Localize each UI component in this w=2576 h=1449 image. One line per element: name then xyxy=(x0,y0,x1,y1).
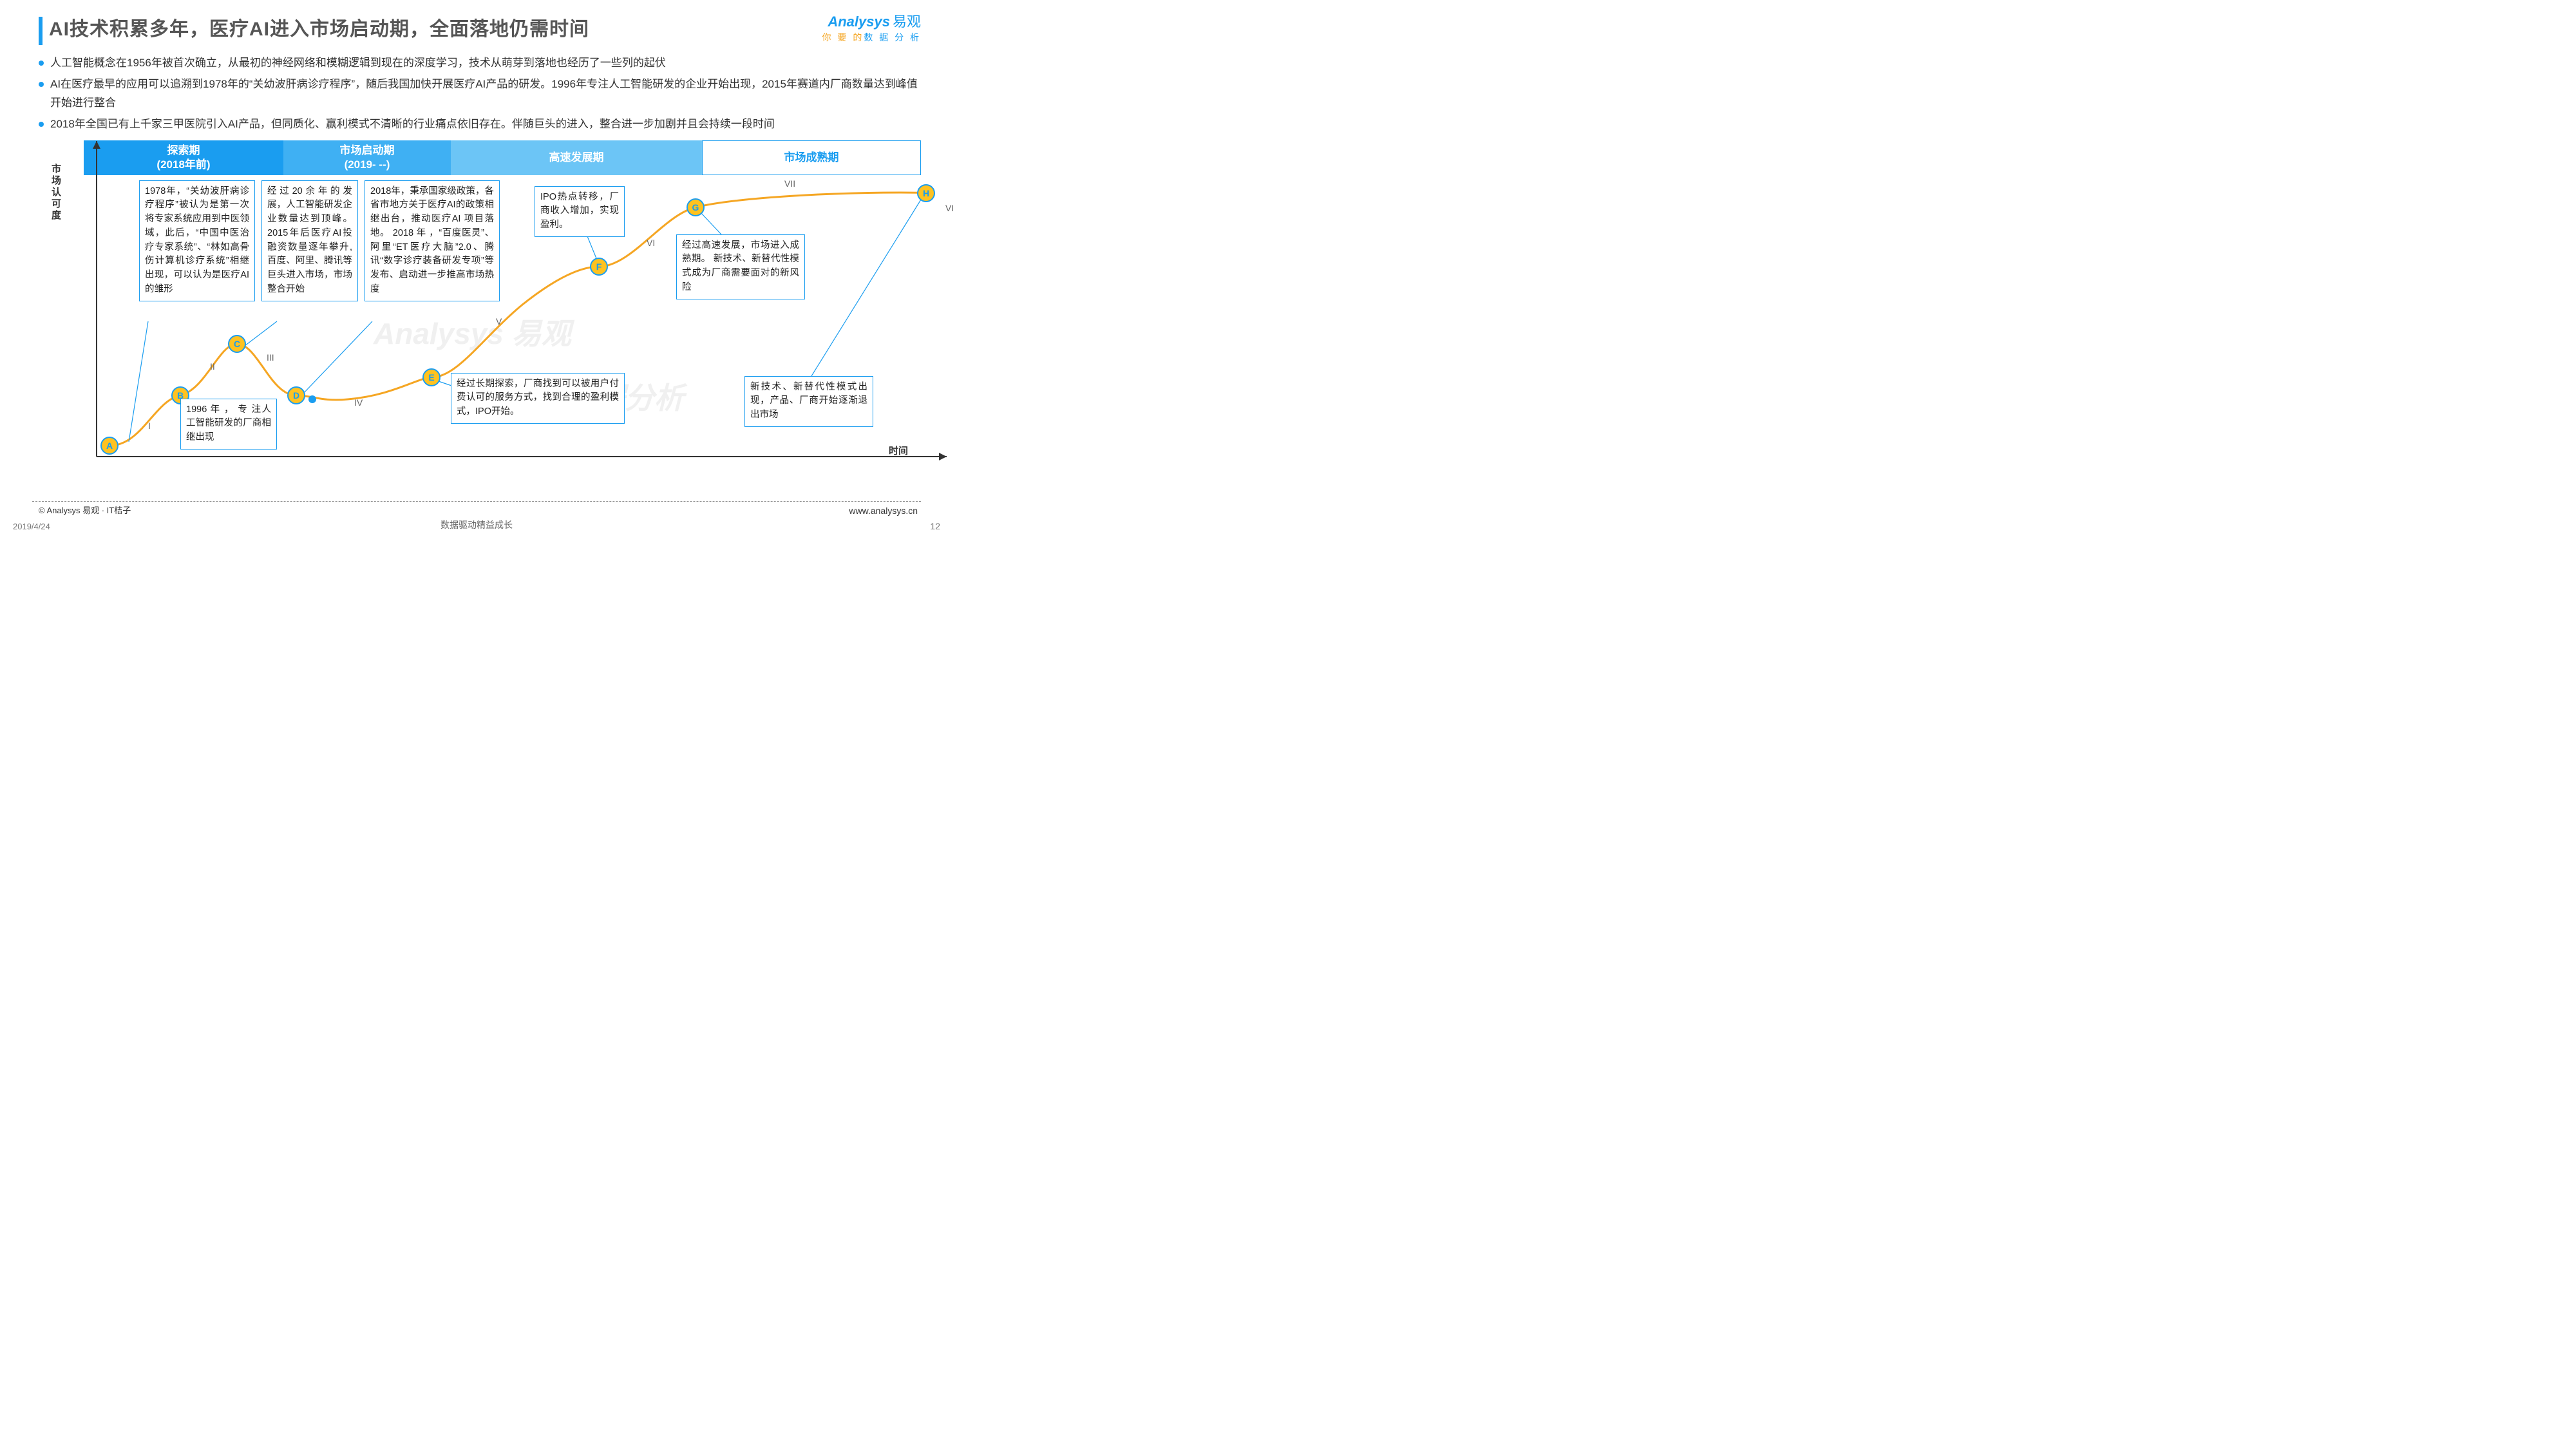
node-label-G: G xyxy=(692,202,699,213)
bullet-item: 2018年全国已有上千家三甲医院引入AI产品，但同质化、赢利模式不清晰的行业痛点… xyxy=(39,115,921,134)
segment-label: IV xyxy=(354,397,363,408)
callout-box: 经过长期探索，厂商找到可以被用户付费认可的服务方式，找到合理的盈利模式，IPO开… xyxy=(451,373,625,424)
logo-tag-orange: 你 要 的 xyxy=(822,32,864,43)
y-axis-label: 市场认可度 xyxy=(52,164,62,222)
bullet-text: 人工智能概念在1956年被首次确立，从最初的神经网络和模糊逻辑到现在的深度学习，… xyxy=(50,54,666,73)
callout-box: IPO热点转移，厂商收入增加，实现盈利。 xyxy=(535,186,625,237)
bullet-text: 2018年全国已有上千家三甲医院引入AI产品，但同质化、赢利模式不清晰的行业痛点… xyxy=(50,115,775,134)
bullet-list: 人工智能概念在1956年被首次确立，从最初的神经网络和模糊逻辑到现在的深度学习，… xyxy=(39,54,921,134)
callout-leader xyxy=(242,321,277,348)
segment-label: I xyxy=(148,421,151,431)
node-label-C: C xyxy=(234,339,240,349)
segment-label: VII xyxy=(784,178,795,189)
callout-leader xyxy=(303,321,372,394)
node-label-H: H xyxy=(923,188,929,198)
bullet-dot-icon xyxy=(39,122,44,127)
callout-box: 新技术、新替代性模式出现，产品、厂商开始逐渐退出市场 xyxy=(744,376,873,427)
watermark: Analysys 易观 xyxy=(373,317,575,350)
footer-center: 数据驱动精益成长 xyxy=(440,518,513,531)
bullet-dot-icon xyxy=(39,82,44,87)
timeline-chart: 市场认可度 时间 探索期(2018年前)市场启动期(2019- --)高速发展期… xyxy=(39,138,921,473)
callout-leader xyxy=(586,233,598,261)
segment-label: VIII xyxy=(945,203,953,213)
copyright: © Analysys 易观 · IT桔子 xyxy=(39,504,131,516)
node-label-E: E xyxy=(428,372,434,383)
segment-label: III xyxy=(267,352,274,363)
logo-cn: 易观 xyxy=(893,14,921,30)
segment-label: VI xyxy=(647,238,655,248)
callout-box: 1996 年 ， 专 注人工智能研发的厂商相继出现 xyxy=(180,399,277,450)
segment-label: II xyxy=(210,361,215,372)
page-number: 12 xyxy=(930,521,940,531)
bullet-dot-icon xyxy=(39,61,44,66)
callout-leader xyxy=(701,213,721,234)
callout-leader xyxy=(811,200,921,376)
footer-url: www.analysys.cn xyxy=(849,506,918,516)
bullet-item: AI在医疗最早的应用可以追溯到1978年的“关幼波肝病诊疗程序”，随后我国加快开… xyxy=(39,75,921,113)
current-marker xyxy=(308,395,316,403)
node-label-D: D xyxy=(293,390,299,401)
callout-box: 经过20余年的发展，人工智能研发企业数量达到顶峰。2015年后医疗AI投融资数量… xyxy=(261,180,358,301)
page-title: AI技术积累多年，医疗AI进入市场启动期，全面落地仍需时间 xyxy=(49,13,822,41)
footer-date: 2019/4/24 xyxy=(13,522,50,531)
callout-box: 经过高速发展，市场进入成熟期。 新技术、新替代性模式成为厂商需要面对的新风险 xyxy=(676,234,805,299)
bullet-text: AI在医疗最早的应用可以追溯到1978年的“关幼波肝病诊疗程序”，随后我国加快开… xyxy=(50,75,921,113)
bullet-item: 人工智能概念在1956年被首次确立，从最初的神经网络和模糊逻辑到现在的深度学习，… xyxy=(39,54,921,73)
footer-divider xyxy=(32,501,921,502)
node-label-F: F xyxy=(596,261,602,272)
title-row: AI技术积累多年，医疗AI进入市场启动期，全面落地仍需时间 Analysys易观… xyxy=(39,13,921,45)
logo-en: Analysys xyxy=(828,14,890,30)
callout-box: 2018年，秉承国家级政策，各省市地方关于医疗AI的政策相继出台，推动医疗AI … xyxy=(365,180,500,301)
logo-tag-blue: 数 据 分 析 xyxy=(864,32,921,43)
callout-box: 1978年，“关幼波肝病诊疗程序”被认为是第一次将专家系统应用到中医领域，此后，… xyxy=(139,180,255,301)
title-accent-bar xyxy=(39,17,43,45)
node-label-A: A xyxy=(106,440,113,451)
logo-block: Analysys易观 你 要 的数 据 分 析 xyxy=(822,13,921,43)
segment-label: V xyxy=(496,316,502,327)
